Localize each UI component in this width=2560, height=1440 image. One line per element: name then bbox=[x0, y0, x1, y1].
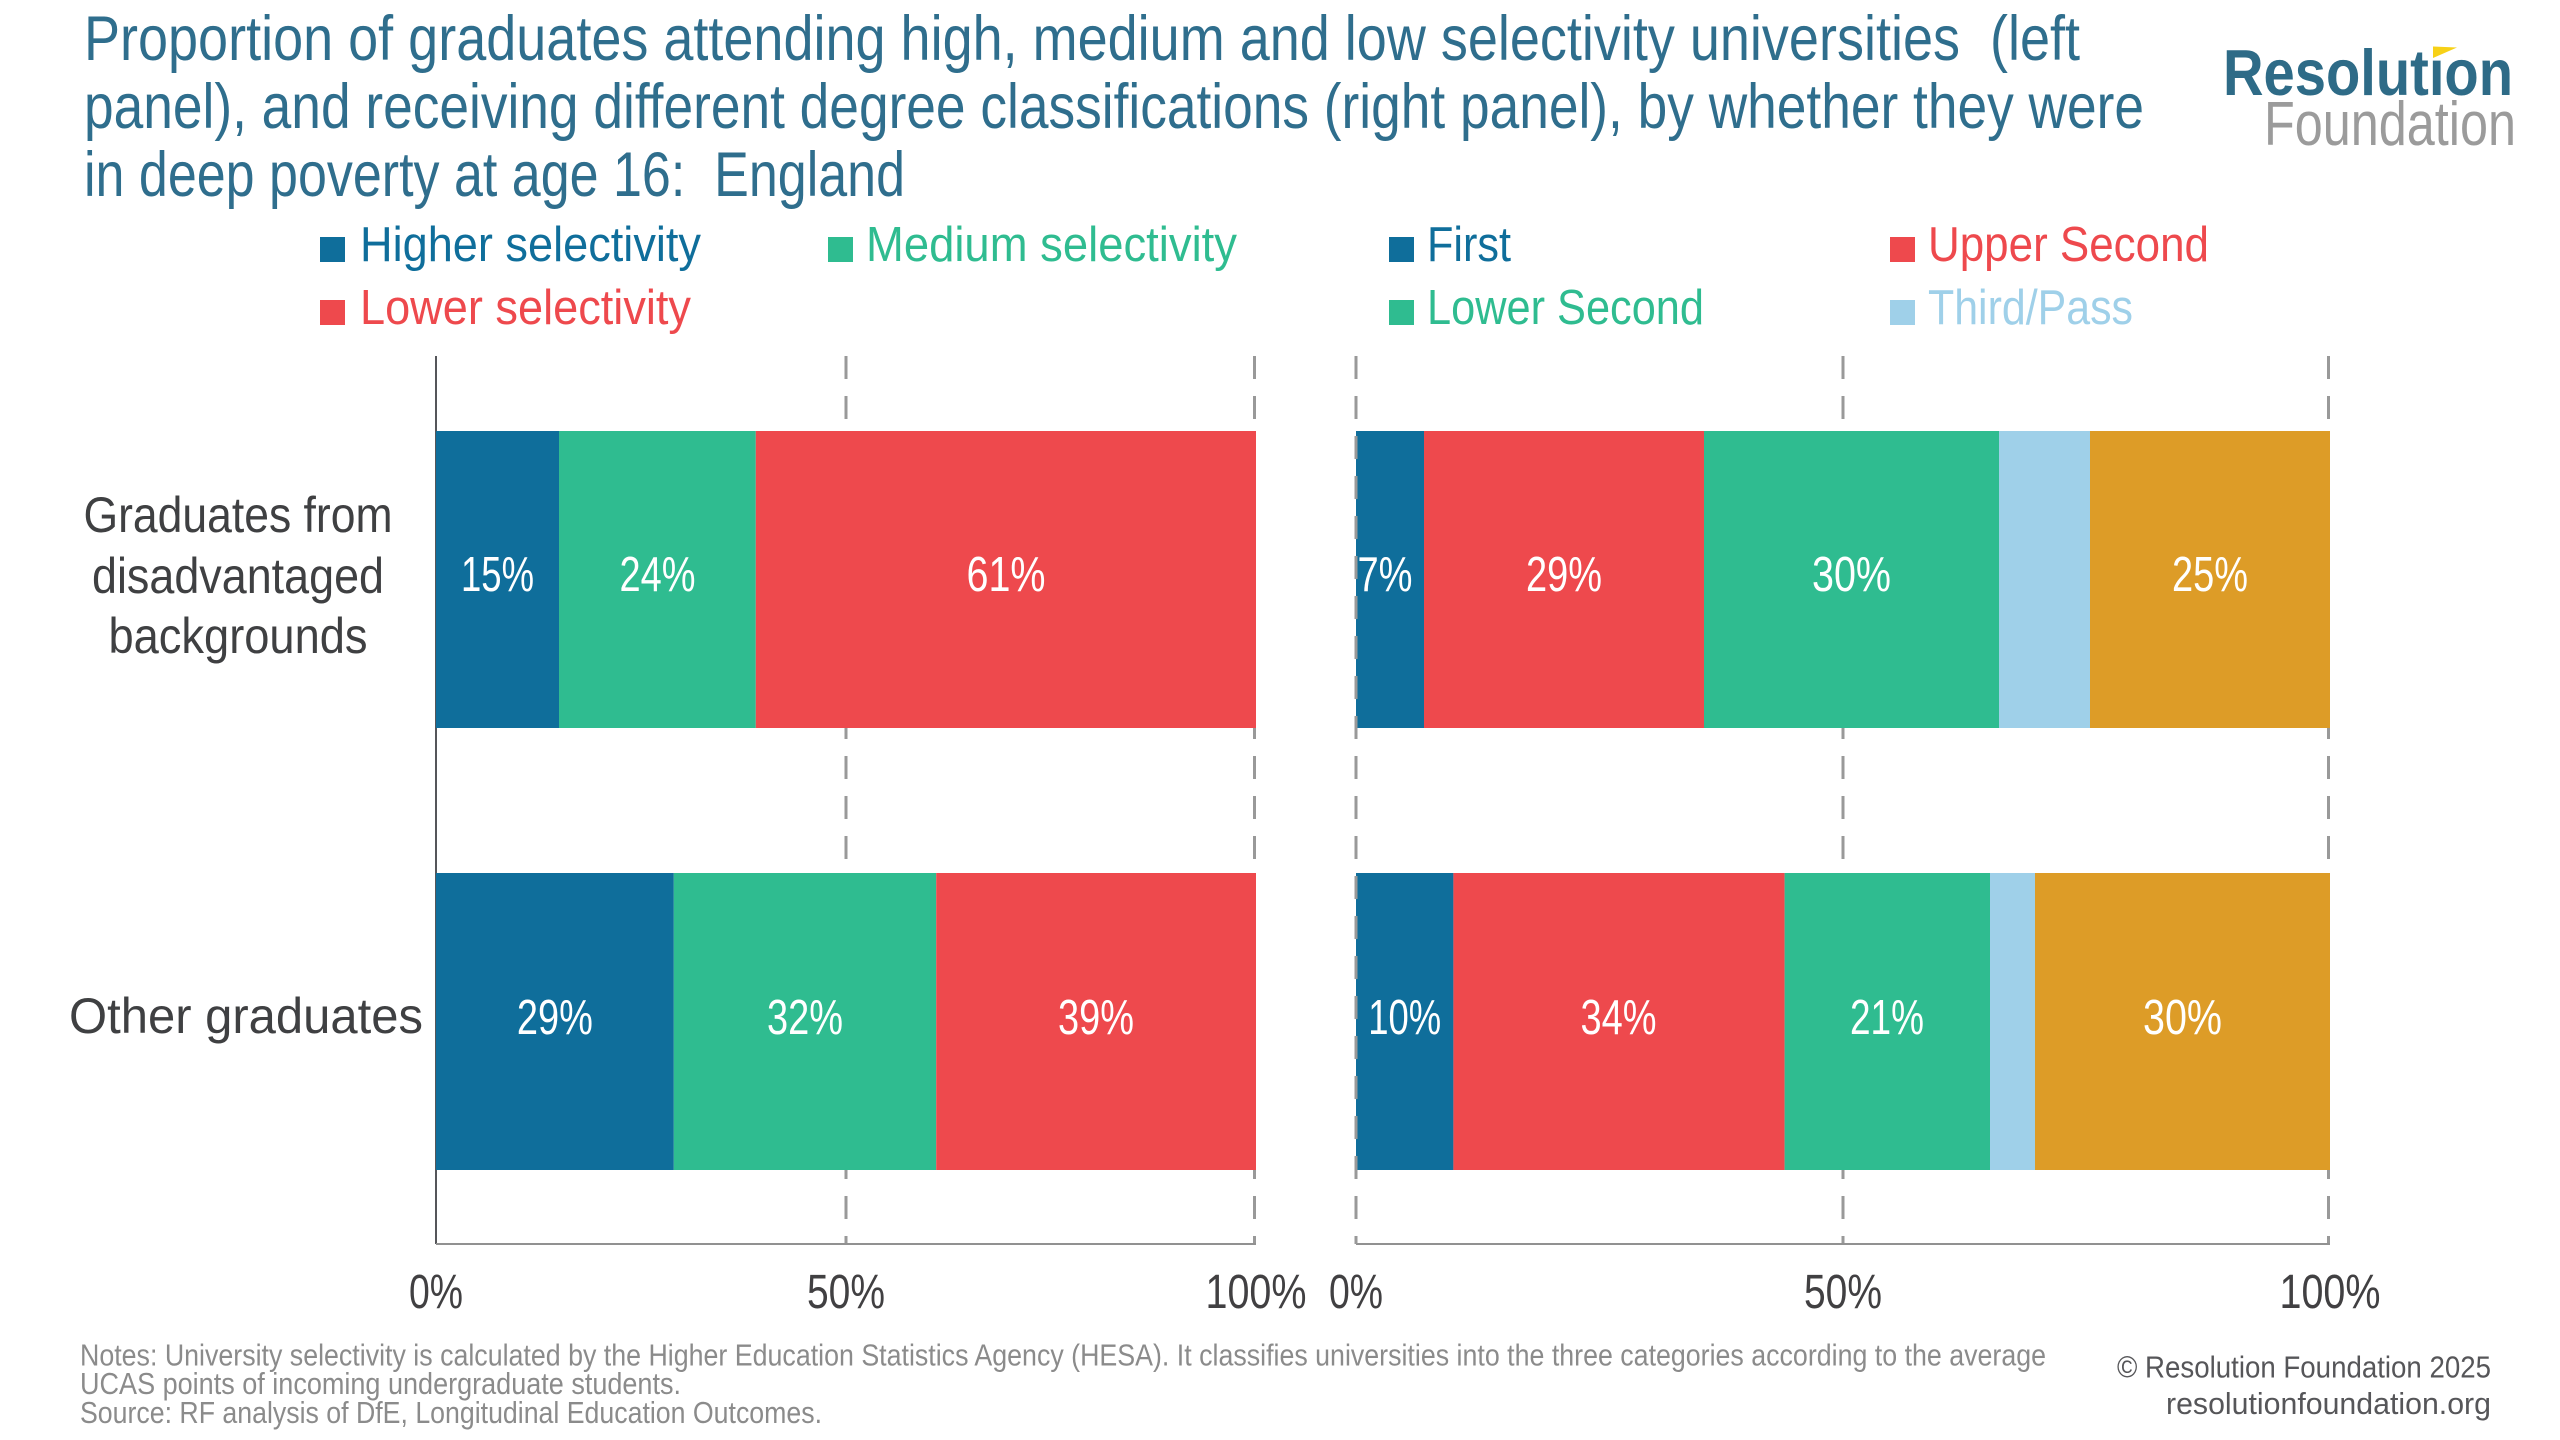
svg-text:First: First bbox=[1427, 218, 1511, 272]
svg-text:21%: 21% bbox=[1850, 991, 1924, 1045]
svg-text:resolutionfoundation.org: resolutionfoundation.org bbox=[2166, 1386, 2491, 1421]
svg-text:25%: 25% bbox=[2172, 548, 2248, 602]
svg-text:100%: 100% bbox=[2280, 1266, 2381, 1319]
svg-text:Third/Pass: Third/Pass bbox=[1928, 281, 2133, 335]
svg-text:32%: 32% bbox=[767, 991, 843, 1045]
svg-text:© Resolution Foundation 2025: © Resolution Foundation 2025 bbox=[2117, 1350, 2491, 1385]
svg-text:30%: 30% bbox=[2143, 991, 2222, 1045]
svg-text:Foundation: Foundation bbox=[2264, 90, 2516, 159]
svg-text:Lower selectivity: Lower selectivity bbox=[360, 281, 691, 335]
svg-text:Lower Second: Lower Second bbox=[1427, 281, 1704, 335]
svg-text:29%: 29% bbox=[1526, 548, 1602, 602]
svg-text:24%: 24% bbox=[620, 548, 696, 602]
svg-text:100%: 100% bbox=[1206, 1266, 1307, 1319]
svg-text:backgrounds: backgrounds bbox=[109, 608, 368, 664]
svg-text:Graduates from: Graduates from bbox=[84, 487, 393, 543]
svg-text:50%: 50% bbox=[1804, 1266, 1882, 1319]
svg-text:0%: 0% bbox=[1329, 1266, 1383, 1319]
svg-text:39%: 39% bbox=[1058, 991, 1134, 1045]
svg-text:Upper Second: Upper Second bbox=[1928, 218, 2209, 272]
svg-text:panel), and receiving differen: panel), and receiving different degree c… bbox=[84, 72, 2144, 142]
svg-text:Other graduates: Other graduates bbox=[69, 988, 423, 1044]
svg-text:in deep poverty at age 16: En: in deep poverty at age 16: England bbox=[84, 140, 905, 210]
svg-text:Proportion of graduates attend: Proportion of graduates attending high, … bbox=[84, 4, 2080, 74]
svg-text:Resolutıon: Resolutıon bbox=[2223, 36, 2513, 109]
svg-text:Higher selectivity: Higher selectivity bbox=[360, 218, 701, 272]
svg-text:disadvantaged: disadvantaged bbox=[92, 548, 384, 604]
svg-text:30%: 30% bbox=[1812, 548, 1891, 602]
svg-text:0%: 0% bbox=[409, 1266, 463, 1319]
svg-text:50%: 50% bbox=[807, 1266, 885, 1319]
svg-text:UCAS points of incoming underg: UCAS points of incoming undergraduate st… bbox=[80, 1366, 681, 1401]
svg-text:34%: 34% bbox=[1581, 991, 1657, 1045]
svg-text:Source: RF analysis of DfE, Lo: Source: RF analysis of DfE, Longitudinal… bbox=[80, 1395, 822, 1430]
svg-text:29%: 29% bbox=[517, 991, 593, 1045]
svg-text:61%: 61% bbox=[967, 548, 1046, 602]
svg-text:15%: 15% bbox=[461, 548, 534, 602]
svg-text:Medium selectivity: Medium selectivity bbox=[866, 218, 1237, 272]
svg-text:10%: 10% bbox=[1368, 991, 1441, 1045]
svg-text:Notes: University selectivity: Notes: University selectivity is calcula… bbox=[80, 1338, 2046, 1373]
svg-text:7%: 7% bbox=[1358, 548, 1413, 602]
